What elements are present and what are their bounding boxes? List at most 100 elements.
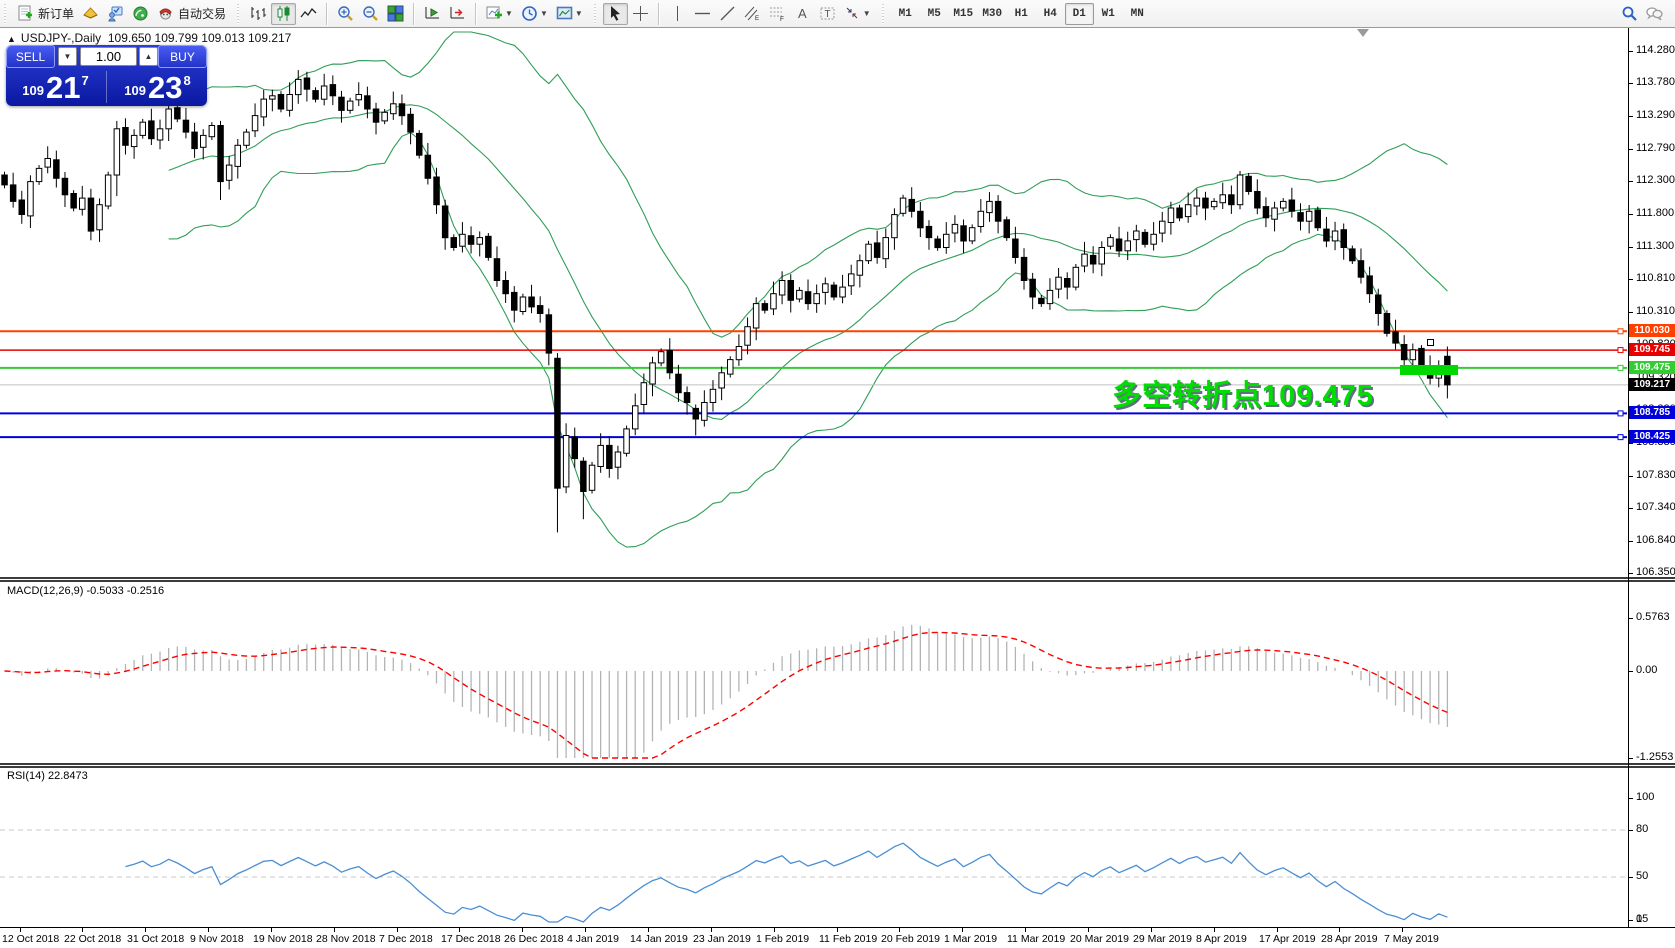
- chart-shift-marker[interactable]: [1357, 29, 1369, 37]
- text-button[interactable]: A: [790, 3, 815, 25]
- strategy-tester-button[interactable]: [103, 3, 128, 25]
- toolbar-grip[interactable]: [3, 3, 7, 24]
- volume-input[interactable]: 1.00: [80, 47, 137, 66]
- cursor-button[interactable]: [602, 2, 628, 25]
- timeframe-button-w1[interactable]: W1: [1101, 7, 1115, 20]
- sell-price[interactable]: 109 21 7: [6, 68, 105, 105]
- toolbar-grip[interactable]: [880, 3, 885, 24]
- axis-tick: [1628, 83, 1633, 84]
- time-tick: [1402, 928, 1403, 932]
- periods-button[interactable]: ▼: [517, 3, 552, 25]
- search-button[interactable]: [1617, 3, 1642, 25]
- zoom-in-button[interactable]: [333, 3, 358, 25]
- time-label: 29 Mar 2019: [1133, 933, 1192, 945]
- hline-anchor[interactable]: [1617, 364, 1624, 371]
- indicators-button[interactable]: ▼: [482, 3, 517, 25]
- hline-anchor[interactable]: [1617, 347, 1624, 354]
- symbol-name: USDJPY-,Daily: [20, 31, 102, 45]
- vertical-line-button[interactable]: [665, 3, 690, 25]
- one-click-collapse-icon[interactable]: ▲: [7, 34, 16, 44]
- timeframe-button-mn[interactable]: MN: [1130, 7, 1144, 20]
- volume-decrease-button[interactable]: ▼: [58, 47, 77, 66]
- indicators-dropdown-arrow[interactable]: ▼: [505, 9, 513, 18]
- text-label-button[interactable]: T: [815, 3, 840, 25]
- selection-handle[interactable]: [1427, 339, 1434, 346]
- timeframe-button-d1[interactable]: D1: [1064, 2, 1094, 25]
- auto-scroll-button[interactable]: [420, 3, 445, 25]
- sell-price-base: 109: [22, 83, 44, 98]
- templates-button[interactable]: ▼: [552, 3, 587, 25]
- hline-anchor[interactable]: [1617, 328, 1624, 335]
- crosshair-button[interactable]: [628, 3, 653, 25]
- arrows-icon: [846, 7, 858, 19]
- bollinger-lower-band[interactable]: [168, 131, 1448, 548]
- buy-button[interactable]: BUY: [158, 45, 207, 68]
- timeframe-button-h1[interactable]: H1: [1014, 7, 1028, 20]
- horizontal-line-button[interactable]: [690, 3, 715, 25]
- time-label: 7 May 2019: [1384, 933, 1439, 945]
- autotrading-button[interactable]: 自动交易: [153, 3, 230, 25]
- chart-shift-button[interactable]: [445, 3, 470, 25]
- time-tick: [1214, 928, 1215, 932]
- timeframe-button-h4[interactable]: H4: [1043, 7, 1057, 20]
- pane-separator[interactable]: [0, 577, 1675, 582]
- trendline-button[interactable]: [715, 3, 740, 25]
- arrows-dropdown-arrow[interactable]: ▼: [862, 9, 871, 18]
- line-chart-button[interactable]: [296, 3, 321, 25]
- timeframe-button-m15[interactable]: M15: [953, 7, 974, 20]
- candlestick-chart-button[interactable]: [271, 2, 297, 25]
- macd-pane[interactable]: [0, 580, 1628, 761]
- axis-tick-label: 113.780: [1636, 76, 1675, 88]
- new-order-button[interactable]: 新订单: [13, 3, 78, 25]
- buy-price-main: 23: [147, 70, 183, 105]
- chart-type-group: [243, 0, 324, 27]
- horizontal-lines[interactable]: [0, 328, 1627, 441]
- axis-tick: [1628, 508, 1633, 509]
- volume-increase-button[interactable]: ▲: [139, 47, 158, 66]
- chat-button[interactable]: [1642, 3, 1667, 25]
- timeframe-button-m30[interactable]: M30: [982, 7, 1003, 20]
- rsi-pane[interactable]: [0, 766, 1628, 926]
- timeframe-button-m1[interactable]: M1: [898, 7, 912, 20]
- axis-tick: [1628, 920, 1633, 921]
- buy-price[interactable]: 109 23 8: [108, 68, 207, 105]
- main-price-chart[interactable]: [0, 28, 1628, 577]
- time-tick: [1339, 928, 1340, 932]
- periods-dropdown-arrow[interactable]: ▼: [539, 9, 548, 18]
- time-label: 19 Nov 2018: [253, 933, 313, 945]
- tile-windows-button[interactable]: [383, 3, 408, 25]
- time-label: 11 Mar 2019: [1007, 933, 1066, 945]
- hline-anchor[interactable]: [1617, 434, 1624, 441]
- autotrading-label: 自动交易: [178, 7, 227, 21]
- sell-price-main: 21: [45, 70, 81, 105]
- line-chart-icon: [300, 7, 317, 18]
- pivot-annotation-text[interactable]: 多空转折点109.475: [1112, 380, 1374, 412]
- crosshair-icon: [632, 6, 648, 21]
- green-highlight-bar[interactable]: [1400, 365, 1458, 375]
- timeframe-button-m5[interactable]: M5: [927, 7, 941, 20]
- pane-separator[interactable]: [0, 763, 1675, 768]
- templates-dropdown-arrow[interactable]: ▼: [574, 9, 583, 18]
- sell-button[interactable]: SELL: [6, 45, 55, 68]
- time-axis[interactable]: 12 Oct 2018 22 Oct 2018 31 Oct 2018 9 Nov 2…: [0, 927, 1675, 948]
- periods-clock-icon: [522, 6, 537, 21]
- toolbar-grip[interactable]: [592, 3, 597, 24]
- hline-anchor[interactable]: [1617, 410, 1624, 417]
- axis-tick-label: 107.830: [1636, 469, 1675, 481]
- zoom-out-button[interactable]: [358, 3, 383, 25]
- signals-button[interactable]: [128, 3, 153, 25]
- arrows-button[interactable]: ▼: [840, 3, 875, 25]
- candlesticks[interactable]: [1, 70, 1451, 533]
- bollinger-upper-band[interactable]: [168, 31, 1448, 338]
- standard-group: 新订单 自动交易: [10, 0, 233, 27]
- metaeditor-button[interactable]: [78, 3, 103, 25]
- fibonacci-button[interactable]: F: [765, 3, 790, 25]
- bar-chart-button[interactable]: [246, 3, 271, 25]
- time-tick: [648, 928, 649, 932]
- equidistant-channel-button[interactable]: E: [740, 3, 765, 25]
- time-tick: [1025, 928, 1026, 932]
- price-badge: 108.785: [1629, 406, 1675, 419]
- text-label-icon: T: [820, 7, 835, 20]
- price-badge: 109.217: [1629, 378, 1675, 391]
- toolbar-grip[interactable]: [236, 3, 241, 24]
